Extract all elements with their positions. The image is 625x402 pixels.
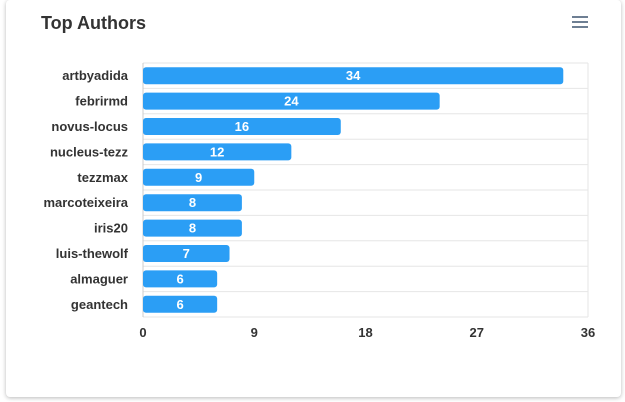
x-tick-label: 9 [251, 325, 258, 340]
data-label: 7 [183, 246, 190, 261]
grid-lines [142, 62, 589, 318]
card-title: Top Authors [41, 13, 146, 33]
bar[interactable] [143, 118, 341, 135]
bar[interactable] [143, 219, 242, 237]
data-label: 34 [346, 68, 361, 83]
x-tick-label: 36 [581, 325, 595, 340]
bar[interactable] [143, 92, 440, 110]
data-label: 12 [210, 144, 224, 159]
category-label: almaguer [70, 271, 128, 286]
bar[interactable] [143, 270, 218, 288]
data-label: 16 [235, 119, 249, 134]
bar[interactable] [143, 295, 218, 313]
category-label: nucleus-tezz [50, 144, 129, 159]
bar-chart: artbyadida 34 febrirmd 24 novus-locus 16 nucle… [43, 62, 595, 340]
labels: artbyadida 34 febrirmd 24 novus-locus 16 nucle… [43, 68, 595, 340]
category-label: artbyadida [62, 68, 129, 83]
bar[interactable] [143, 194, 242, 212]
bar[interactable] [143, 143, 292, 161]
category-label: iris20 [94, 221, 128, 236]
category-label: geantech [71, 297, 128, 312]
bars [143, 67, 564, 313]
top-authors-card: Top Authors artbyadida 34 febrirmd 24 novus-… [6, 0, 621, 397]
bar[interactable] [143, 67, 564, 85]
x-tick-label: 18 [358, 325, 372, 340]
data-label: 24 [284, 94, 299, 109]
x-tick-label: 27 [470, 325, 484, 340]
x-tick-label: 0 [139, 325, 146, 340]
category-label: tezzmax [77, 170, 128, 185]
data-label: 6 [176, 271, 183, 286]
hamburger-menu-icon[interactable] [570, 13, 590, 31]
category-label: febrirmd [75, 94, 128, 109]
data-label: 8 [189, 195, 196, 210]
bar[interactable] [143, 168, 255, 186]
data-label: 8 [189, 221, 196, 236]
category-label: luis-thewolf [56, 246, 129, 261]
data-label: 6 [176, 297, 183, 312]
category-label: marcoteixeira [43, 195, 128, 210]
bar[interactable] [143, 245, 230, 262]
data-label: 9 [195, 170, 202, 185]
category-label: novus-locus [51, 119, 128, 134]
